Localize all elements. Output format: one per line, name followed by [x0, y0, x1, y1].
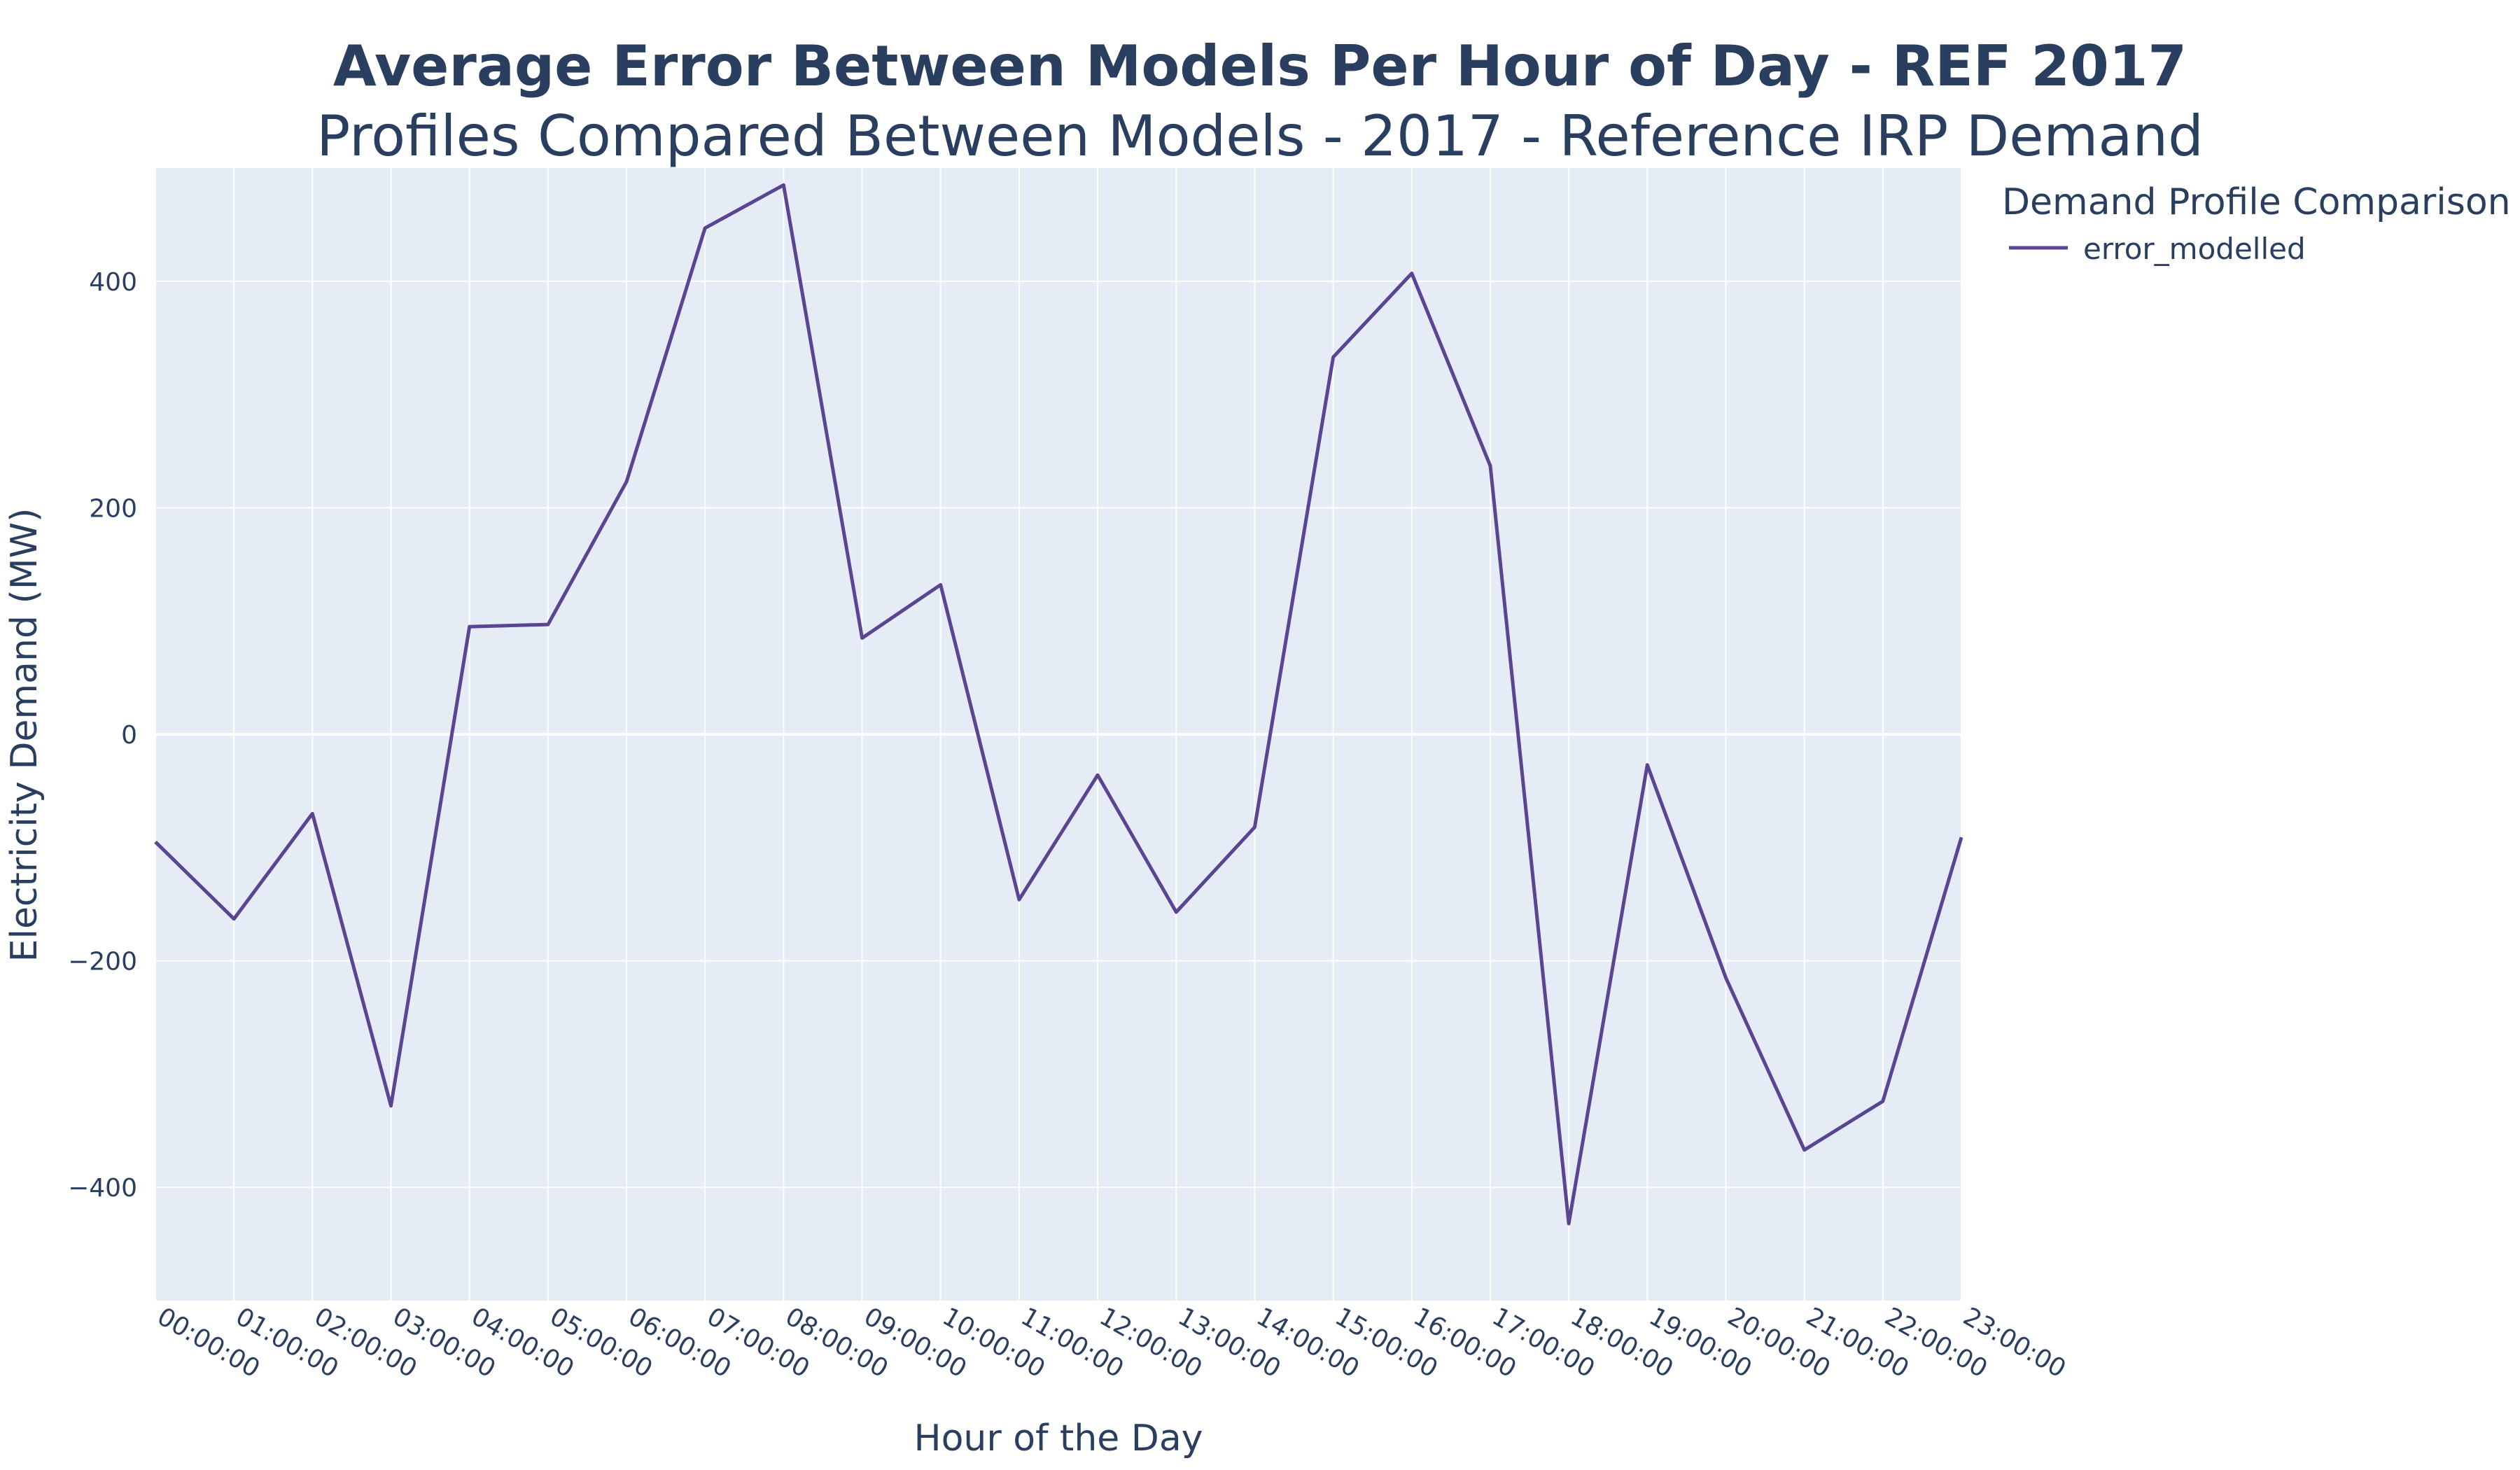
legend-title: Demand Profile Comparison: [2002, 181, 2511, 223]
y-tick-labels: −400 −200 0 200 400: [68, 268, 137, 1203]
y-axis-title: Electricity Demand (MW): [4, 508, 46, 962]
chart-subtitle: Profiles Compared Between Models - 2017 …: [316, 104, 2204, 169]
y-tick-label: 0: [121, 721, 137, 750]
x-axis-title: Hour of the Day: [914, 1418, 1203, 1460]
series-layer: [154, 183, 1963, 1226]
series-line-error-modelled: [154, 183, 1963, 1226]
y-tick-label: 200: [89, 494, 137, 523]
y-tick-label: −200: [68, 948, 137, 976]
chart-title: Average Error Between Models Per Hour of…: [333, 34, 2187, 99]
y-tick-label: −400: [68, 1174, 137, 1203]
legend[interactable]: Demand Profile Comparison error_modelled: [2002, 181, 2511, 266]
legend-label-error-modelled: error_modelled: [2083, 232, 2306, 266]
gridlines: [155, 168, 1962, 1301]
y-tick-label: 400: [89, 268, 137, 297]
x-tick-labels: 00:00:0001:00:0002:00:0003:00:0004:00:00…: [153, 1302, 2071, 1383]
